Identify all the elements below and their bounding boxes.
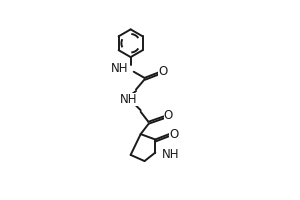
Text: O: O: [164, 109, 173, 122]
Text: O: O: [169, 128, 178, 141]
Text: O: O: [158, 65, 168, 78]
Text: NH: NH: [161, 148, 179, 161]
Text: NH: NH: [111, 62, 128, 75]
Text: NH: NH: [120, 93, 138, 106]
